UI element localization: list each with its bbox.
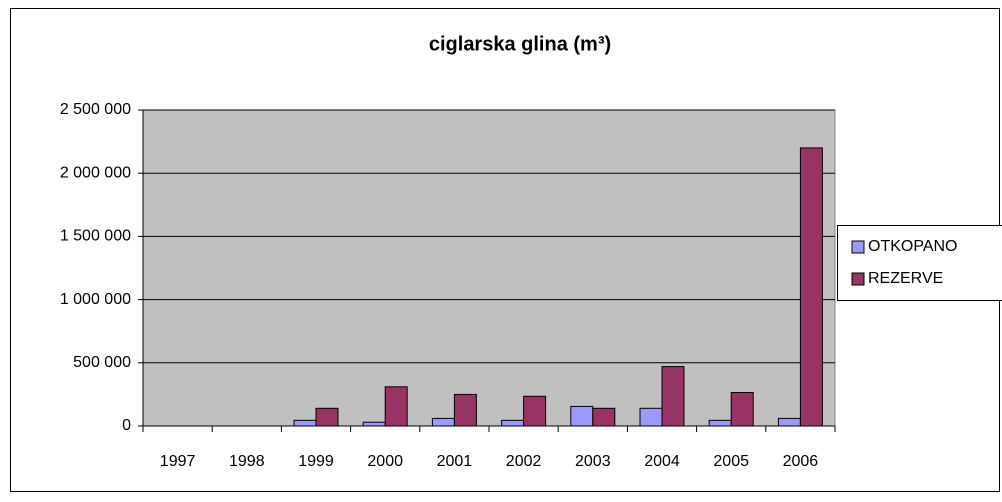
bar [316, 408, 338, 426]
legend-swatch [852, 241, 864, 253]
bar [593, 408, 615, 426]
y-tick-label: 500 000 [73, 354, 131, 371]
legend-box [838, 226, 1002, 301]
bar [640, 408, 662, 426]
x-tick-label: 2003 [575, 453, 611, 470]
bar [502, 420, 524, 426]
bar [709, 420, 731, 426]
bar [800, 148, 822, 426]
y-tick-label: 1 000 000 [60, 291, 131, 308]
bar [363, 422, 385, 426]
bar [524, 396, 546, 426]
x-tick-label: 1997 [160, 453, 196, 470]
x-tick-label: 2004 [644, 453, 680, 470]
bar [662, 367, 684, 426]
x-tick-label: 2001 [437, 453, 473, 470]
plot-area [143, 110, 835, 426]
x-tick-label: 1998 [229, 453, 265, 470]
x-tick-label: 2006 [783, 453, 819, 470]
legend-label: REZERVE [868, 270, 943, 287]
x-tick-label: 2002 [506, 453, 542, 470]
y-tick-label: 2 000 000 [60, 164, 131, 181]
x-tick-label: 2000 [367, 453, 403, 470]
chart-title: ciglarska glina (m³) [429, 33, 611, 55]
legend-swatch [852, 273, 864, 285]
bar [432, 418, 454, 426]
bar [731, 393, 753, 426]
y-tick-label: 1 500 000 [60, 228, 131, 245]
x-tick-label: 1999 [298, 453, 334, 470]
bar [294, 420, 316, 426]
y-tick-label: 2 500 000 [60, 101, 131, 118]
bar [778, 418, 800, 426]
y-tick-label: 0 [122, 417, 131, 434]
x-tick-label: 2005 [713, 453, 749, 470]
bar [571, 406, 593, 426]
bar [385, 387, 407, 426]
bar [454, 394, 476, 426]
legend-label: OTKOPANO [868, 238, 958, 255]
